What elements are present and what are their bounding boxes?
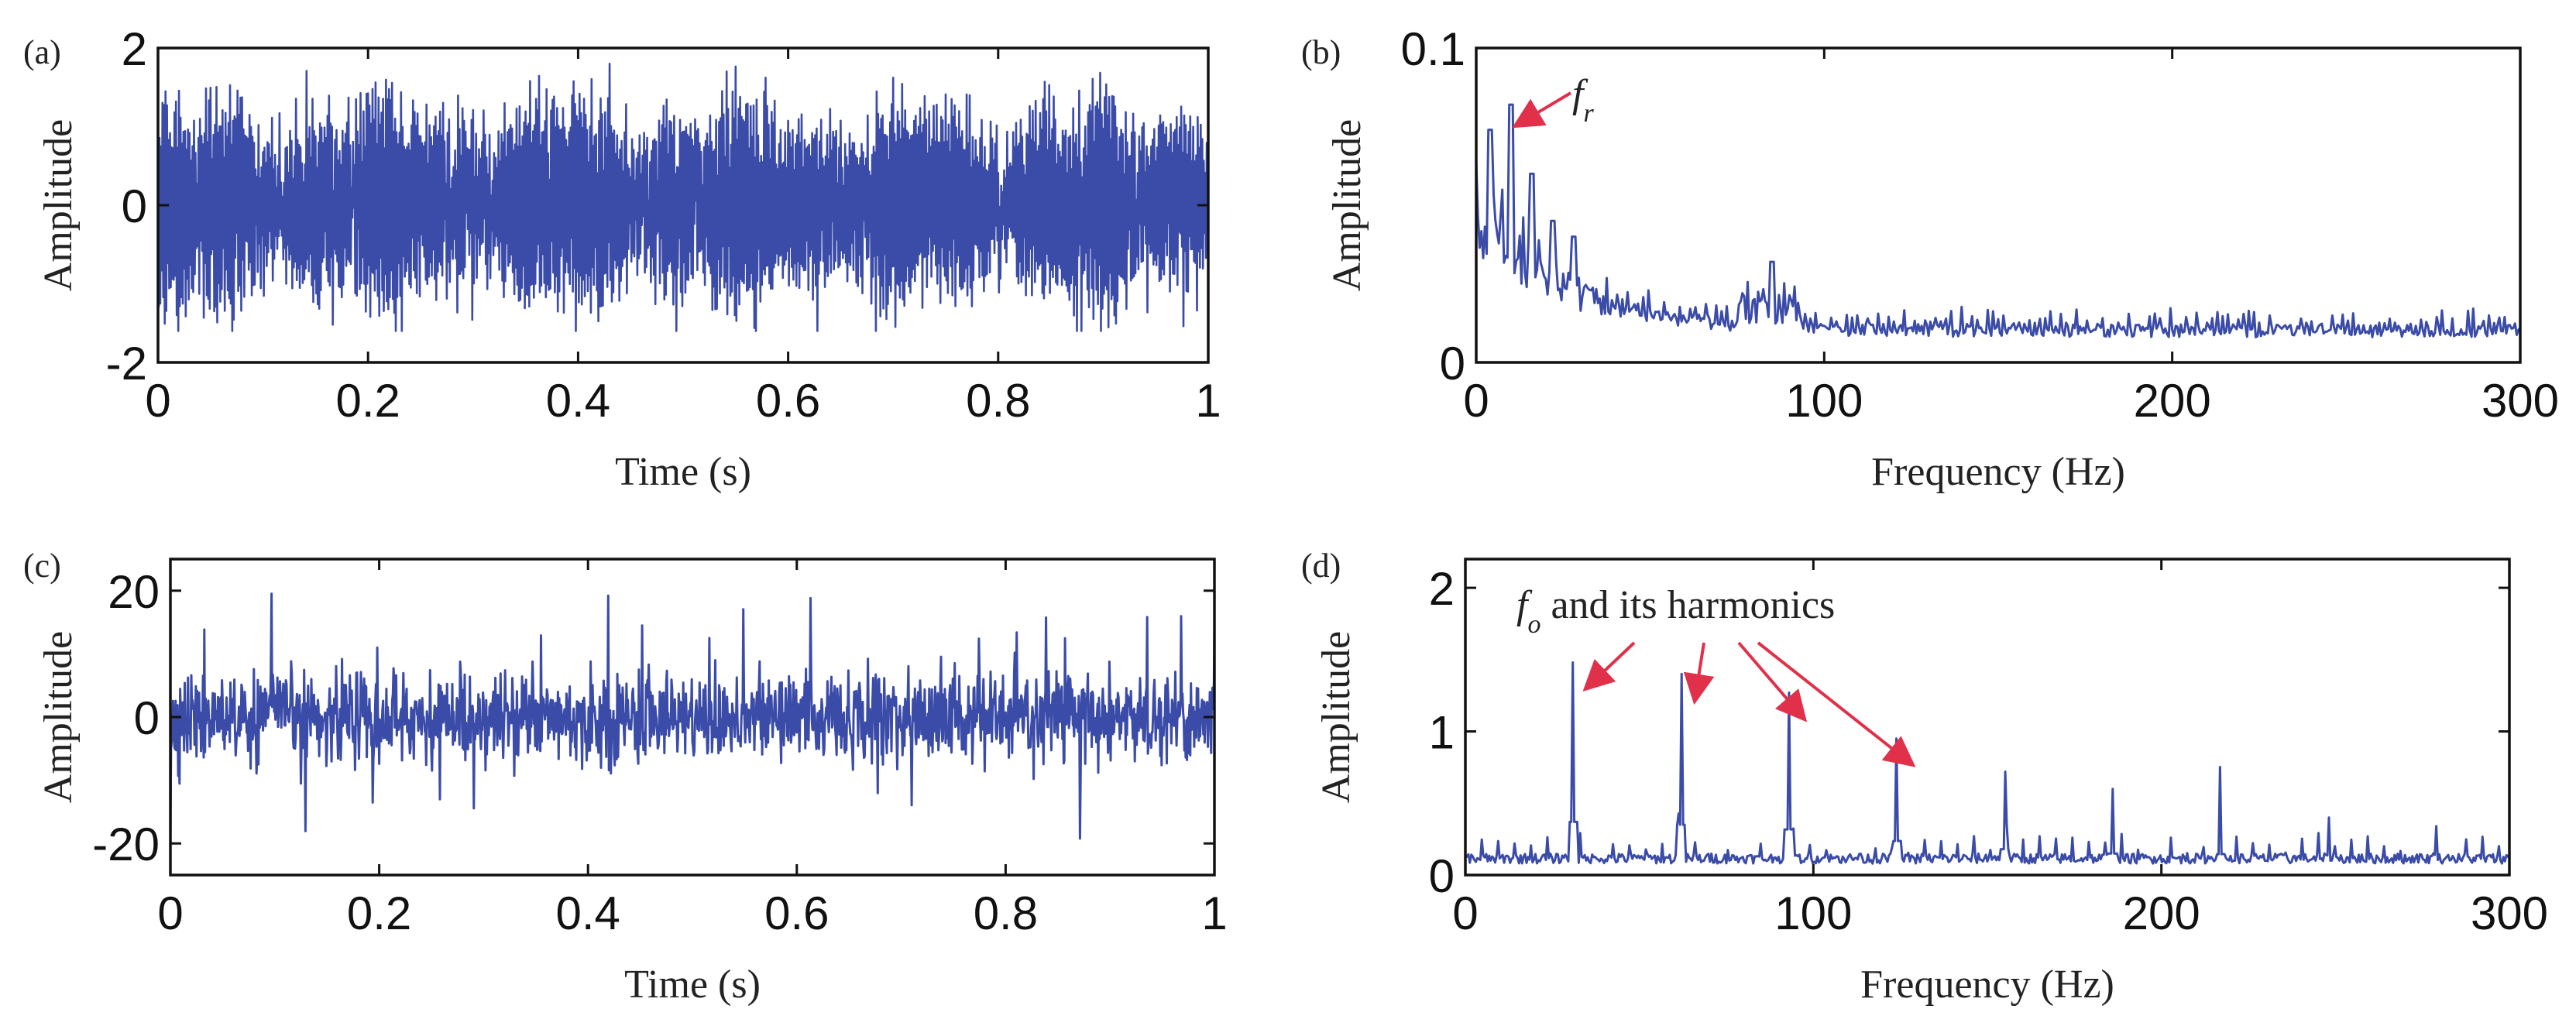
- x-tick-label: 300: [2482, 375, 2559, 427]
- panel-c: 0 0.2 0.4 0.6 0.8 1 -20 0 20 Time (s) Amplitude (c): [23, 547, 1228, 1007]
- x-tick-label: 0: [1452, 887, 1478, 939]
- x-axis-label: Frequency (Hz): [1871, 450, 2125, 494]
- x-tick-label: 0.2: [347, 887, 411, 939]
- plot-frame: [1464, 558, 2511, 877]
- panel-label: (b): [1301, 33, 1341, 71]
- y-tick-label: 0: [122, 180, 147, 232]
- annotation-harmonics: fo and its harmonics: [1516, 583, 1835, 639]
- y-tick-label: 0.1: [1401, 23, 1465, 75]
- x-tick-label: 0.4: [555, 887, 620, 939]
- x-tick-label: 0.8: [974, 887, 1038, 939]
- y-tick-label: 2: [1429, 563, 1455, 615]
- annotation-arrow: [1737, 641, 1808, 722]
- panel-b: 0 100 200 300 0 0.1 Frequency (Hz) Amplitude (b)…: [1301, 23, 2559, 494]
- x-tick-label: 100: [1785, 375, 1863, 427]
- x-tick-label: 0.2: [335, 375, 400, 427]
- annotation-arrow: [1683, 642, 1715, 705]
- x-tick-label: 0.6: [756, 375, 820, 427]
- x-axis-label: Frequency (Hz): [1860, 963, 2114, 1007]
- annotation-arrow: [1582, 641, 1636, 692]
- y-axis-label: Amplitude: [1314, 631, 1358, 803]
- y-tick-label: 20: [108, 566, 160, 618]
- x-tick-label: 0.6: [764, 887, 829, 939]
- x-tick-label: 100: [1774, 887, 1852, 939]
- x-tick-label: 0: [1463, 375, 1489, 427]
- signal-line: [169, 592, 1216, 840]
- x-axis-label: Time (s): [615, 450, 751, 494]
- y-tick-label: 2: [122, 23, 147, 75]
- x-tick-label: 1: [1201, 887, 1227, 939]
- x-tick-label: 300: [2471, 887, 2548, 939]
- annotation-fr: fr: [1572, 72, 1594, 128]
- y-tick-label: 1: [1429, 707, 1455, 759]
- panel-label: (c): [23, 547, 61, 585]
- x-axis-label: Time (s): [624, 963, 761, 1007]
- panel-d: 0 100 200 300 0 1 2 Frequency (Hz) Amplitude (d) f…: [1301, 547, 2548, 1007]
- x-tick-label: 0.4: [546, 375, 610, 427]
- x-tick-label: 0: [145, 375, 170, 427]
- signal-line: [156, 63, 1210, 332]
- x-tick-label: 1: [1195, 375, 1221, 427]
- x-tick-label: 0.8: [966, 375, 1030, 427]
- signal-line: [1475, 103, 2522, 338]
- x-tick-label: 200: [2134, 375, 2211, 427]
- y-tick-label: -2: [106, 338, 147, 390]
- plot-frame: [1475, 46, 2522, 364]
- y-tick-label: 0: [134, 692, 160, 744]
- y-tick-label: -20: [92, 819, 160, 870]
- y-axis-label: Amplitude: [36, 631, 81, 803]
- annotation-arrow: [1512, 91, 1572, 129]
- panel-label: (d): [1301, 547, 1341, 585]
- y-tick-label: 0: [1440, 338, 1465, 390]
- panel-label: (a): [23, 33, 61, 71]
- x-tick-label: 0: [157, 887, 183, 939]
- annotation-arrow: [1757, 641, 1916, 767]
- y-axis-label: Amplitude: [1325, 119, 1369, 291]
- y-tick-label: 0: [1429, 850, 1455, 902]
- y-axis-label: Amplitude: [36, 119, 81, 291]
- x-tick-label: 200: [2123, 887, 2200, 939]
- signal-line: [1465, 661, 2511, 865]
